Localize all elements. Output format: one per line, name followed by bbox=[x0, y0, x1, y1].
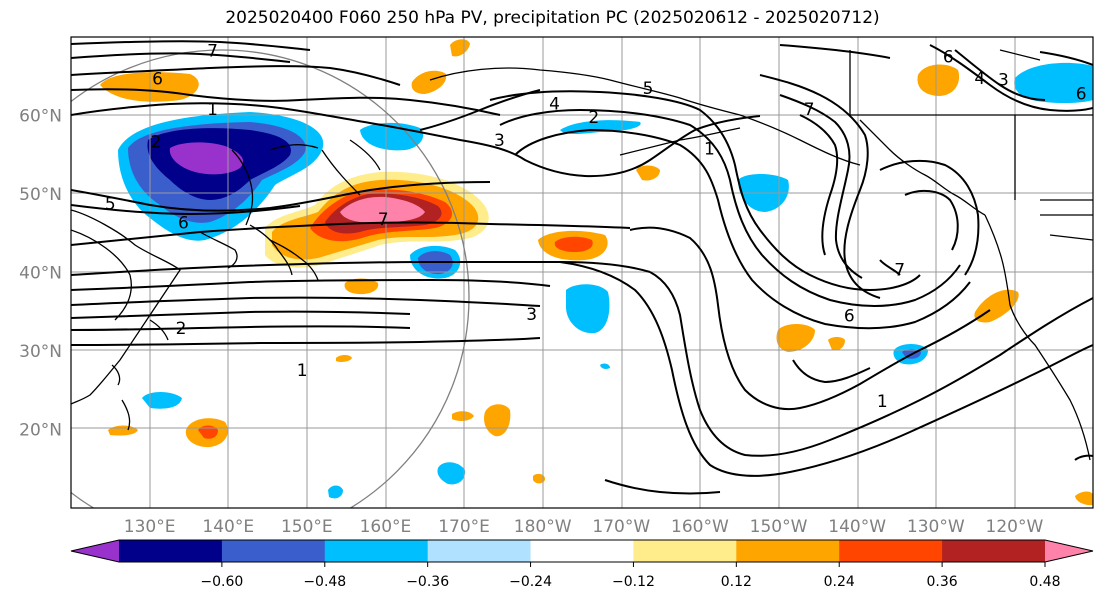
colorbar-swatch bbox=[221, 540, 326, 562]
contour-label: 1 bbox=[704, 139, 715, 159]
colorbar-tick-label: 0.24 bbox=[824, 574, 855, 590]
negative-precip-area bbox=[169, 142, 244, 175]
colorbar-swatch bbox=[427, 540, 532, 562]
negative-precip-area bbox=[600, 363, 610, 369]
positive-precip-area bbox=[917, 64, 960, 96]
longitude-label: 180°W bbox=[514, 517, 572, 537]
longitude-label: 170°E bbox=[438, 517, 490, 537]
longitude-label: 140°W bbox=[828, 517, 886, 537]
contour-label: 7 bbox=[894, 260, 905, 280]
longitude-label: 170°W bbox=[592, 517, 650, 537]
negative-precip-area bbox=[142, 392, 182, 409]
colorbar-tick-label: −0.24 bbox=[509, 574, 552, 590]
colorbar-swatch bbox=[530, 540, 634, 562]
longitude-label: 130°W bbox=[907, 517, 965, 537]
positive-precip-area bbox=[974, 289, 1019, 323]
colorbar-swatch bbox=[942, 540, 1046, 562]
contour-label-bg bbox=[649, 518, 663, 536]
negative-precip-area bbox=[437, 462, 466, 485]
latitude-labels: 60°N 50°N 40°N 30°N 20°N bbox=[19, 107, 62, 441]
range-circle bbox=[71, 49, 470, 508]
positive-precip-area bbox=[452, 411, 474, 421]
colorbar-swatch bbox=[736, 540, 840, 562]
positive-precip-area bbox=[450, 39, 470, 57]
contour-label: 7 bbox=[207, 41, 218, 61]
negative-precip-area bbox=[565, 284, 610, 334]
contour-label: 6 bbox=[1076, 85, 1087, 105]
map-title: 2025020400 F060 250 hPa PV, precipitatio… bbox=[225, 8, 880, 28]
colorbar-swatch bbox=[324, 540, 429, 562]
colorbar: −0.60 −0.48 −0.36 −0.24 −0.12 0.12 0.24 0.36 0.4… bbox=[70, 539, 1094, 590]
longitude-label: 160°W bbox=[671, 517, 729, 537]
latitude-label: 50°N bbox=[19, 185, 62, 205]
contour-label: 7 bbox=[804, 100, 815, 120]
colorbar-tick-label: 0.36 bbox=[927, 574, 958, 590]
colorbar-extension-low bbox=[71, 540, 119, 562]
positive-precip-area bbox=[636, 165, 660, 181]
contour-label: 5 bbox=[105, 194, 116, 214]
contour-label: 6 bbox=[844, 307, 855, 327]
positive-precip-area bbox=[776, 324, 815, 352]
positive-precip-area bbox=[411, 70, 447, 94]
negative-precip-area bbox=[1014, 62, 1093, 103]
contour-label: 6 bbox=[178, 213, 189, 233]
longitude-label: 120°W bbox=[986, 517, 1044, 537]
contour-label: 4 bbox=[974, 69, 985, 89]
negative-precip-area bbox=[328, 485, 343, 499]
colorbar-tick-label: −0.48 bbox=[303, 574, 346, 590]
contour-label: 6 bbox=[152, 70, 163, 90]
colorbar-swatch bbox=[839, 540, 943, 562]
latitude-label: 60°N bbox=[19, 107, 62, 127]
pv-contours bbox=[71, 40, 1093, 495]
latitude-label: 40°N bbox=[19, 264, 62, 284]
contour-label: 1 bbox=[650, 519, 661, 539]
map-frame bbox=[70, 36, 1094, 509]
contour-label: 3 bbox=[998, 70, 1009, 90]
contour-label: 5 bbox=[643, 79, 654, 99]
colorbar-tick-label: −0.36 bbox=[406, 574, 449, 590]
contour-label: 1 bbox=[297, 361, 308, 381]
contour-label: 3 bbox=[494, 131, 505, 151]
longitude-labels: 130°E 140°E 150°E 160°E 170°E 180°W 170°W 160°W… bbox=[124, 517, 1044, 537]
contour-label: 1 bbox=[877, 392, 888, 412]
longitude-label: 150°W bbox=[750, 517, 808, 537]
positive-precip-area bbox=[1075, 491, 1093, 506]
contour-label: 4 bbox=[549, 95, 560, 115]
gridlines bbox=[71, 37, 1093, 508]
positive-precip-area bbox=[344, 278, 379, 295]
longitude-label: 150°E bbox=[281, 517, 333, 537]
colorbar-tick-label: 0.48 bbox=[1029, 574, 1060, 590]
colorbar-outline bbox=[70, 539, 1094, 563]
longitude-label: 130°E bbox=[124, 517, 176, 537]
latitude-label: 20°N bbox=[19, 421, 62, 441]
colorbar-extension-high bbox=[1045, 540, 1093, 562]
positive-precip-area bbox=[336, 355, 352, 362]
colorbar-swatch bbox=[119, 540, 223, 562]
contour-label: 2 bbox=[176, 319, 187, 339]
contour-label: 2 bbox=[150, 132, 161, 152]
contour-label: 6 bbox=[943, 48, 954, 68]
positive-precip-area bbox=[484, 404, 511, 437]
colorbar-swatch bbox=[633, 540, 737, 562]
contour-label: 7 bbox=[378, 210, 389, 230]
contour-label: 1 bbox=[207, 100, 218, 120]
contour-label: 3 bbox=[526, 305, 537, 325]
positive-precip-area bbox=[340, 196, 425, 223]
latitude-label: 30°N bbox=[19, 342, 62, 362]
positive-precip-area bbox=[108, 425, 138, 436]
colorbar-tick-label: −0.12 bbox=[612, 574, 655, 590]
positive-precip-area bbox=[554, 236, 593, 252]
positive-precip-area bbox=[533, 473, 546, 484]
longitude-label: 160°E bbox=[360, 517, 412, 537]
positive-precip-area bbox=[198, 425, 218, 439]
longitude-label: 140°E bbox=[202, 517, 254, 537]
positive-precip-area bbox=[100, 72, 199, 102]
colorbar-tick-label: 0.12 bbox=[721, 574, 752, 590]
colorbar-tick-label: −0.60 bbox=[200, 574, 243, 590]
contour-label: 2 bbox=[588, 108, 599, 128]
positive-precip-area bbox=[828, 337, 845, 351]
